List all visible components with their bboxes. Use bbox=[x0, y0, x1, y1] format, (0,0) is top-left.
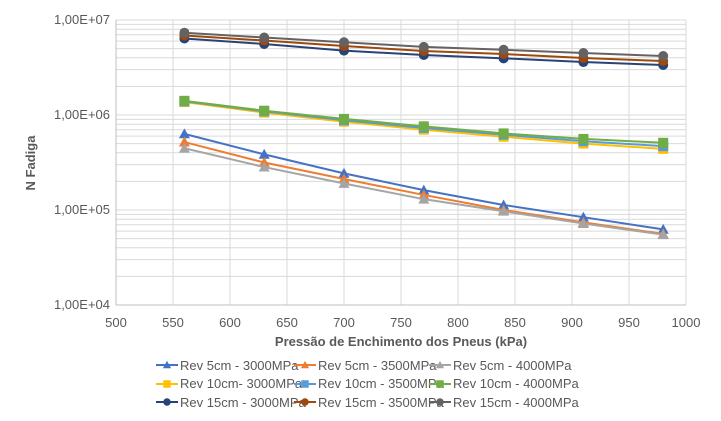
x-tick-label: 850 bbox=[504, 315, 526, 330]
legend-marker-circle-icon bbox=[294, 398, 316, 406]
x-tick-label: 750 bbox=[390, 315, 412, 330]
data-point-square bbox=[259, 105, 270, 116]
tick-labels: 500 550 600 650 700 750 800 850 900 950 1000 1,00E+… bbox=[54, 12, 700, 330]
legend-marker-triangle-icon bbox=[156, 360, 178, 369]
legend-label: Rev 15cm - 3500MPa bbox=[318, 394, 444, 410]
data-point-square bbox=[163, 379, 171, 388]
data-point-triangle bbox=[258, 148, 270, 159]
x-tick-label: 550 bbox=[162, 315, 184, 330]
legend-marker-triangle-icon bbox=[429, 360, 451, 369]
data-point-square bbox=[658, 137, 669, 148]
legend-marker-triangle-icon bbox=[294, 360, 316, 369]
data-point-triangle bbox=[178, 142, 190, 153]
data-point-triangle bbox=[657, 229, 669, 240]
y-tick-label: 1,00E+06 bbox=[54, 107, 110, 122]
data-point-circle bbox=[418, 41, 429, 52]
data-point-square bbox=[498, 128, 509, 139]
data-point-circle bbox=[498, 44, 509, 55]
legend-item[interactable]: Rev 10cm - 3500MPa bbox=[294, 375, 444, 393]
legend-item[interactable]: Rev 5cm - 3000MPa bbox=[156, 356, 299, 374]
data-point-triangle bbox=[435, 360, 445, 369]
data-point-triangle bbox=[338, 167, 350, 178]
legend-label: Rev 5cm - 4000MPa bbox=[453, 357, 572, 373]
data-point-triangle bbox=[498, 199, 510, 210]
legend-label: Rev 10cm - 3500MPa bbox=[318, 376, 444, 391]
data-point-circle bbox=[578, 48, 589, 59]
legend-item[interactable]: Rev 15cm - 4000MPa bbox=[429, 393, 579, 411]
x-axis-title: Pressão de Enchimento dos Pneus (kPa) bbox=[275, 334, 527, 349]
legend-item[interactable]: Rev 5cm - 3500MPa bbox=[294, 356, 437, 374]
legend-item[interactable]: Rev 10cm- 3000MPa bbox=[156, 375, 302, 393]
legend-item[interactable]: Rev 5cm - 4000MPa bbox=[429, 356, 572, 374]
legend-label: Rev 5cm - 3500MPa bbox=[318, 357, 437, 373]
legend-marker-square-icon bbox=[429, 379, 451, 388]
legend-label: Rev 10cm- 3000MPa bbox=[180, 376, 303, 391]
legend-label: Rev 10cm - 4000MPa bbox=[453, 376, 579, 391]
data-point-triangle bbox=[498, 205, 510, 216]
legend-label: Rev 5cm - 3000MPa bbox=[180, 357, 299, 373]
x-tick-label: 500 bbox=[105, 315, 127, 330]
data-point-triangle bbox=[418, 193, 430, 204]
data-point-circle bbox=[658, 50, 669, 61]
series-8 bbox=[179, 27, 669, 61]
data-point-square bbox=[578, 133, 589, 144]
data-point-circle bbox=[436, 398, 444, 406]
data-point-square bbox=[339, 113, 349, 124]
y-tick-label: 1,00E+05 bbox=[54, 202, 110, 217]
data-point-triangle bbox=[258, 161, 270, 172]
axes bbox=[115, 20, 686, 306]
legend-marker-square-icon bbox=[156, 379, 178, 388]
y-tick-label: 1,00E+07 bbox=[54, 12, 110, 27]
legend-item[interactable]: Rev 15cm - 3000MPa bbox=[156, 393, 306, 411]
x-tick-label: 1000 bbox=[672, 315, 701, 330]
x-tick-label: 600 bbox=[219, 315, 241, 330]
legend-label: Rev 15cm - 4000MPa bbox=[453, 394, 579, 410]
series-5 bbox=[179, 95, 669, 148]
data-point-triangle bbox=[178, 136, 190, 147]
data-point-triangle bbox=[338, 178, 350, 188]
x-tick-label: 700 bbox=[333, 315, 355, 330]
legend-item[interactable]: Rev 10cm - 4000MPa bbox=[429, 375, 579, 393]
data-point-square bbox=[301, 379, 309, 388]
legend-item[interactable]: Rev 15cm - 3500MPa bbox=[294, 393, 444, 411]
x-tick-label: 650 bbox=[276, 315, 298, 330]
x-tick-label: 800 bbox=[447, 315, 469, 330]
data-point-triangle bbox=[162, 360, 172, 369]
data-point-triangle bbox=[577, 218, 589, 228]
data-point-circle bbox=[301, 398, 309, 406]
legend-marker-circle-icon bbox=[156, 398, 178, 406]
legend-marker-circle-icon bbox=[429, 398, 451, 406]
data-point-square bbox=[179, 95, 190, 106]
legend-marker-square-icon bbox=[294, 379, 316, 388]
legend-label: Rev 15cm - 3000MPa bbox=[180, 394, 306, 410]
series-2 bbox=[178, 142, 669, 240]
x-tick-label: 950 bbox=[618, 315, 640, 330]
data-point-square bbox=[436, 379, 444, 388]
data-point-square bbox=[418, 121, 429, 132]
data-point-triangle bbox=[577, 211, 589, 222]
data-point-circle bbox=[259, 32, 270, 43]
data-point-triangle bbox=[178, 128, 190, 139]
data-point-triangle bbox=[300, 360, 310, 369]
data-point-circle bbox=[339, 37, 349, 48]
y-tick-label: 1,00E+04 bbox=[54, 297, 110, 312]
plot-series bbox=[178, 27, 669, 240]
data-point-circle bbox=[179, 27, 190, 38]
x-tick-label: 900 bbox=[561, 315, 583, 330]
y-axis-title: N Fadiga bbox=[23, 135, 38, 191]
data-point-circle bbox=[163, 398, 171, 406]
